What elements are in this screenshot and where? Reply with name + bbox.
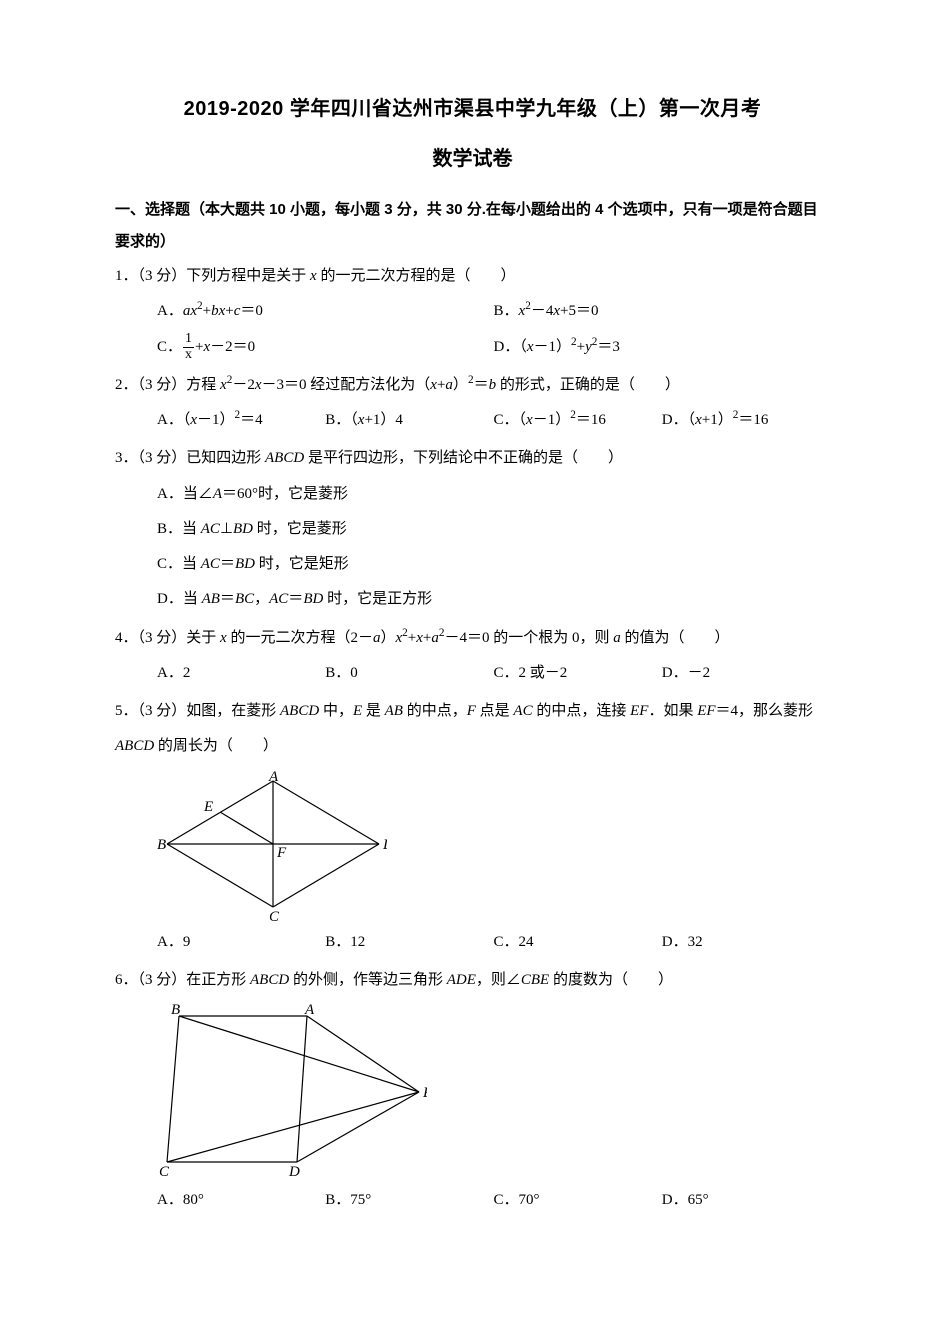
question-5: 5．（3 分）如图，在菱形 ABCD 中，E 是 AB 的中点，F 点是 AC … bbox=[115, 694, 830, 960]
q2-opt-c: C．（x－1）2＝16 bbox=[494, 403, 662, 438]
rhombus-diagram-icon: A B C D E F bbox=[157, 771, 387, 921]
q1-opt-b: B．x2－4x+5＝0 bbox=[494, 294, 831, 329]
q2-options: A．（x－1）2＝4 B．（x+1）4 C．（x－1）2＝16 D．（x+1）2… bbox=[115, 403, 830, 438]
q3-opt-c: C．当 AC＝BD 时，它是矩形 bbox=[157, 547, 830, 582]
svg-text:E: E bbox=[422, 1085, 427, 1101]
q1-opt-a: A．ax2+bx+c＝0 bbox=[157, 294, 494, 329]
q1-opt-d: D．（x－1）2+y2＝3 bbox=[494, 330, 831, 365]
question-2: 2．（3 分）方程 x2－2x－3＝0 经过配方法化为（x+a）2＝b 的形式，… bbox=[115, 368, 830, 439]
square-triangle-diagram-icon: B A C D E bbox=[157, 1004, 427, 1179]
q5-opt-a: A．9 bbox=[157, 925, 325, 960]
q1-opt-c: C．1x+x－2＝0 bbox=[157, 330, 494, 365]
q6-opt-c: C．70° bbox=[494, 1183, 662, 1218]
q5-stem: 5．（3 分）如图，在菱形 ABCD 中，E 是 AB 的中点，F 点是 AC … bbox=[115, 694, 830, 765]
q5-opt-d: D．32 bbox=[662, 925, 830, 960]
q5-options: A．9 B．12 C．24 D．32 bbox=[115, 925, 830, 960]
q4-opt-d: D．－2 bbox=[662, 656, 830, 691]
svg-text:B: B bbox=[157, 837, 166, 853]
section-header: 一、选择题（本大题共 10 小题，每小题 3 分，共 30 分.在每小题给出的 … bbox=[115, 194, 830, 257]
q2-opt-d: D．（x+1）2＝16 bbox=[662, 403, 830, 438]
q4-opt-c: C．2 或－2 bbox=[494, 656, 662, 691]
question-3: 3．（3 分）已知四边形 ABCD 是平行四边形，下列结论中不正确的是（ ） A… bbox=[115, 441, 830, 617]
q3-opt-d: D．当 AB＝BC，AC＝BD 时，它是正方形 bbox=[157, 582, 830, 617]
q3-options: A．当∠A＝60°时，它是菱形 B．当 AC⊥BD 时，它是菱形 C．当 AC＝… bbox=[115, 477, 830, 618]
svg-text:E: E bbox=[203, 799, 213, 815]
question-4: 4．（3 分）关于 x 的一元二次方程（2－a）x2+x+a2－4＝0 的一个根… bbox=[115, 621, 830, 692]
q6-figure: B A C D E bbox=[115, 1004, 830, 1179]
q1-stem: 1．（3 分）下列方程中是关于 x 的一元二次方程的是（ ） bbox=[115, 259, 830, 294]
svg-text:C: C bbox=[269, 909, 280, 921]
q4-options: A．2 B．0 C．2 或－2 D．－2 bbox=[115, 656, 830, 691]
question-1: 1．（3 分）下列方程中是关于 x 的一元二次方程的是（ ） A．ax2+bx+… bbox=[115, 259, 830, 365]
exam-title-1: 2019-2020 学年四川省达州市渠县中学九年级（上）第一次月考 bbox=[115, 90, 830, 128]
q5-opt-c: C．24 bbox=[494, 925, 662, 960]
svg-text:C: C bbox=[159, 1164, 170, 1179]
q3-opt-b: B．当 AC⊥BD 时，它是菱形 bbox=[157, 512, 830, 547]
q6-opt-d: D．65° bbox=[662, 1183, 830, 1218]
q3-stem: 3．（3 分）已知四边形 ABCD 是平行四边形，下列结论中不正确的是（ ） bbox=[115, 441, 830, 476]
q4-opt-a: A．2 bbox=[157, 656, 325, 691]
svg-text:A: A bbox=[268, 771, 279, 785]
svg-text:B: B bbox=[171, 1004, 180, 1018]
exam-title-2: 数学试卷 bbox=[115, 140, 830, 178]
svg-text:D: D bbox=[288, 1164, 300, 1179]
q1-options: A．ax2+bx+c＝0 B．x2－4x+5＝0 C．1x+x－2＝0 D．（x… bbox=[115, 294, 830, 365]
q6-opt-a: A．80° bbox=[157, 1183, 325, 1218]
question-6: 6．（3 分）在正方形 ABCD 的外侧，作等边三角形 ADE，则∠CBE 的度… bbox=[115, 963, 830, 1219]
q2-stem: 2．（3 分）方程 x2－2x－3＝0 经过配方法化为（x+a）2＝b 的形式，… bbox=[115, 368, 830, 403]
svg-text:D: D bbox=[382, 837, 387, 853]
q6-stem: 6．（3 分）在正方形 ABCD 的外侧，作等边三角形 ADE，则∠CBE 的度… bbox=[115, 963, 830, 998]
q2-opt-b: B．（x+1）4 bbox=[325, 403, 493, 438]
svg-text:A: A bbox=[304, 1004, 315, 1018]
q6-opt-b: B．75° bbox=[325, 1183, 493, 1218]
q4-opt-b: B．0 bbox=[325, 656, 493, 691]
q4-stem: 4．（3 分）关于 x 的一元二次方程（2－a）x2+x+a2－4＝0 的一个根… bbox=[115, 621, 830, 656]
q5-figure: A B C D E F bbox=[115, 771, 830, 921]
q6-options: A．80° B．75° C．70° D．65° bbox=[115, 1183, 830, 1218]
q5-opt-b: B．12 bbox=[325, 925, 493, 960]
q2-opt-a: A．（x－1）2＝4 bbox=[157, 403, 325, 438]
q3-opt-a: A．当∠A＝60°时，它是菱形 bbox=[157, 477, 830, 512]
svg-text:F: F bbox=[276, 845, 287, 861]
